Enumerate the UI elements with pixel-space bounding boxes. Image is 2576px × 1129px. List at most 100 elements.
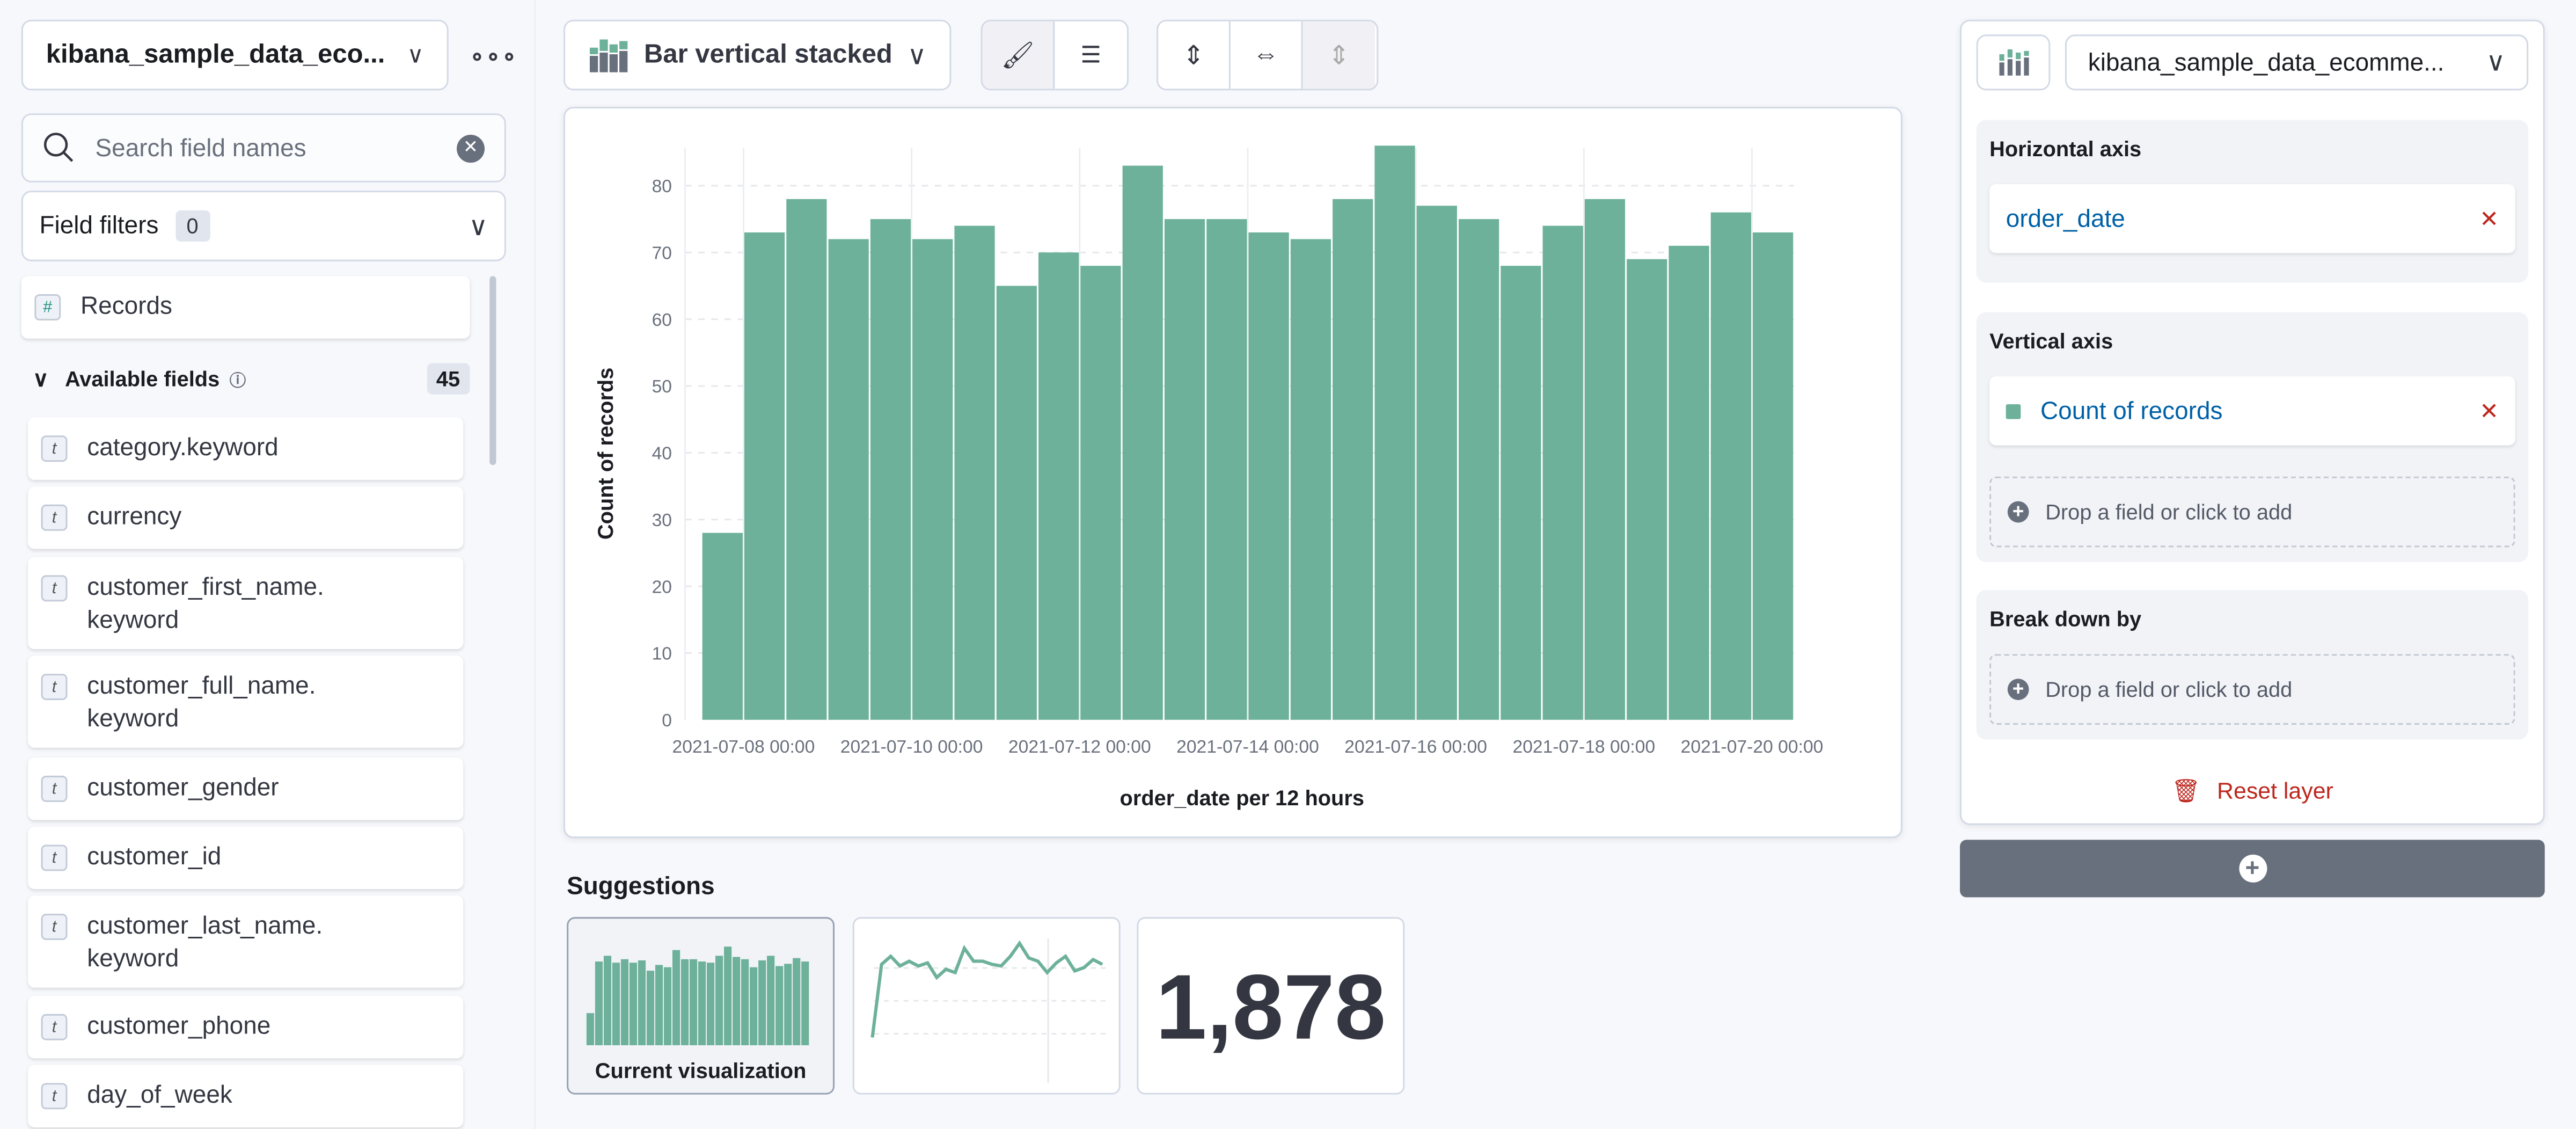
bar[interactable] [912,239,953,720]
bar[interactable] [996,286,1037,720]
thumb-bar [663,967,672,1045]
plus-icon: + [2238,854,2266,883]
bar[interactable] [1290,239,1331,720]
left-axis-icon[interactable]: ⇕ [1158,21,1231,89]
thumb-bar [586,1013,595,1045]
legend-icon[interactable]: ☰ [1080,41,1101,68]
bar[interactable] [1038,252,1079,720]
bar[interactable] [1416,206,1457,720]
clear-icon[interactable]: ✕ [457,134,485,162]
bar[interactable] [1374,145,1415,720]
field-filters-button[interactable]: Field filters 0 ∨ [21,191,506,261]
field-item[interactable]: t customer_last_name. keyword [28,895,464,988]
bar[interactable] [1164,219,1205,720]
break-down-drop-zone[interactable]: + Drop a field or click to add [1989,654,2515,725]
bar[interactable] [786,199,827,720]
field-item[interactable]: t customer_gender [28,757,464,820]
bottom-axis-icon[interactable]: ⇔ [1231,21,1303,89]
bar[interactable] [870,219,911,720]
bar[interactable] [954,225,995,720]
chart-type-selector[interactable]: Bar vertical stacked ∨ [563,19,952,91]
suggestion-line[interactable] [852,917,1121,1095]
bar[interactable] [1542,225,1583,720]
y-tick-label: 80 [652,177,672,196]
string-type-icon: t [41,1014,68,1040]
thumb-bar [638,960,646,1045]
field-name: day_of_week [87,1081,232,1110]
index-pattern-label: kibana_sample_data_eco... [46,40,385,69]
available-fields-label: Available fields [64,366,220,391]
vertical-axis-drop-zone[interactable]: + Drop a field or click to add [1989,476,2515,548]
bar[interactable] [1248,232,1289,720]
x-tick-label: 2021-07-10 00:00 [840,737,983,757]
help-icon[interactable]: ⓘ [229,373,246,391]
field-records[interactable]: # Records [21,276,470,339]
reset-layer-button[interactable]: 🗑 Reset layer [1960,773,2545,808]
bar[interactable] [1458,219,1499,720]
field-item[interactable]: t day_of_week [28,1065,464,1127]
thumb-bar [801,962,809,1045]
bar[interactable] [744,232,785,720]
x-tick-label: 2021-07-18 00:00 [1512,737,1655,757]
field-item[interactable]: t customer_phone [28,996,464,1059]
thumb-bar [595,962,603,1045]
field-item[interactable]: t category.keyword [28,417,464,480]
bar[interactable] [1122,165,1163,720]
field-item[interactable]: t customer_id [28,826,464,890]
bar[interactable] [1333,199,1373,720]
add-layer-button[interactable]: + [1960,840,2545,898]
field-item[interactable]: t currency [28,486,464,549]
bar[interactable] [1710,212,1752,720]
remove-icon[interactable]: ✕ [2479,397,2499,424]
layer-index-selector[interactable]: kibana_sample_data_ecomme... ∨ [2065,34,2529,91]
thumb-bar [646,971,655,1045]
thumb-bar [612,963,620,1045]
thumb-bar [767,956,775,1045]
search-field-input[interactable]: Search field names ✕ [21,113,506,183]
bar[interactable] [828,239,869,720]
paintbrush-icon[interactable]: 🖌 [982,21,1055,89]
bar[interactable] [1080,266,1121,720]
index-pattern-selector[interactable]: kibana_sample_data_eco... ∨ [21,19,449,91]
y-tick-label: 10 [652,644,672,664]
bar-stacked-icon [1998,49,2029,76]
available-fields-header[interactable]: ∨ Available fields ⓘ 45 [33,363,470,395]
bar[interactable] [1668,245,1709,720]
y-tick-label: 30 [652,511,672,530]
bar[interactable] [1501,266,1541,720]
y-tick-label: 60 [652,310,672,330]
bar[interactable] [1206,219,1247,720]
suggestion-metric[interactable]: 1,878 [1137,917,1405,1095]
bar[interactable] [1753,232,1794,720]
y-tick-label: 40 [652,444,672,464]
field-item[interactable]: t customer_full_name. keyword [28,655,464,748]
layer-type-button[interactable] [1976,34,2051,91]
right-axis-icon[interactable]: ⇕ [1302,21,1375,89]
string-type-icon: t [41,575,68,602]
layer-index-label: kibana_sample_data_ecomme... [2088,48,2445,77]
chevron-down-icon: ∨ [907,42,927,70]
thumb-bar [620,959,629,1045]
number-type-icon: # [34,294,61,321]
field-item[interactable]: t customer_first_name. keyword [28,557,464,650]
bar[interactable] [702,533,743,720]
thumb-bar [793,958,801,1045]
field-name: customer_phone [87,1012,271,1040]
bar[interactable] [1627,259,1667,720]
more-options-icon[interactable]: ∘∘∘ [470,42,518,69]
dimension-label[interactable]: order_date [2006,205,2125,233]
vertical-axis-dimension[interactable]: Count of records ✕ [1989,376,2515,446]
style-legend-group: 🖌 ☰ [980,19,1129,91]
horizontal-axis-dimension[interactable]: order_date ✕ [1989,184,2515,253]
thumb-bar [724,946,732,1045]
thumb-bar [741,959,749,1045]
y-tick-label: 0 [662,711,672,731]
string-type-icon: t [41,914,68,941]
remove-icon[interactable]: ✕ [2479,205,2499,231]
suggestion-current[interactable]: Current visualization [567,917,835,1095]
dimension-label[interactable]: Count of records [2040,397,2223,425]
scrollbar[interactable] [489,276,496,465]
bar[interactable] [1584,199,1626,720]
section-title: Vertical axis [1989,329,2113,354]
horizontal-axis-section: Horizontal axis order_date ✕ [1976,120,2529,283]
